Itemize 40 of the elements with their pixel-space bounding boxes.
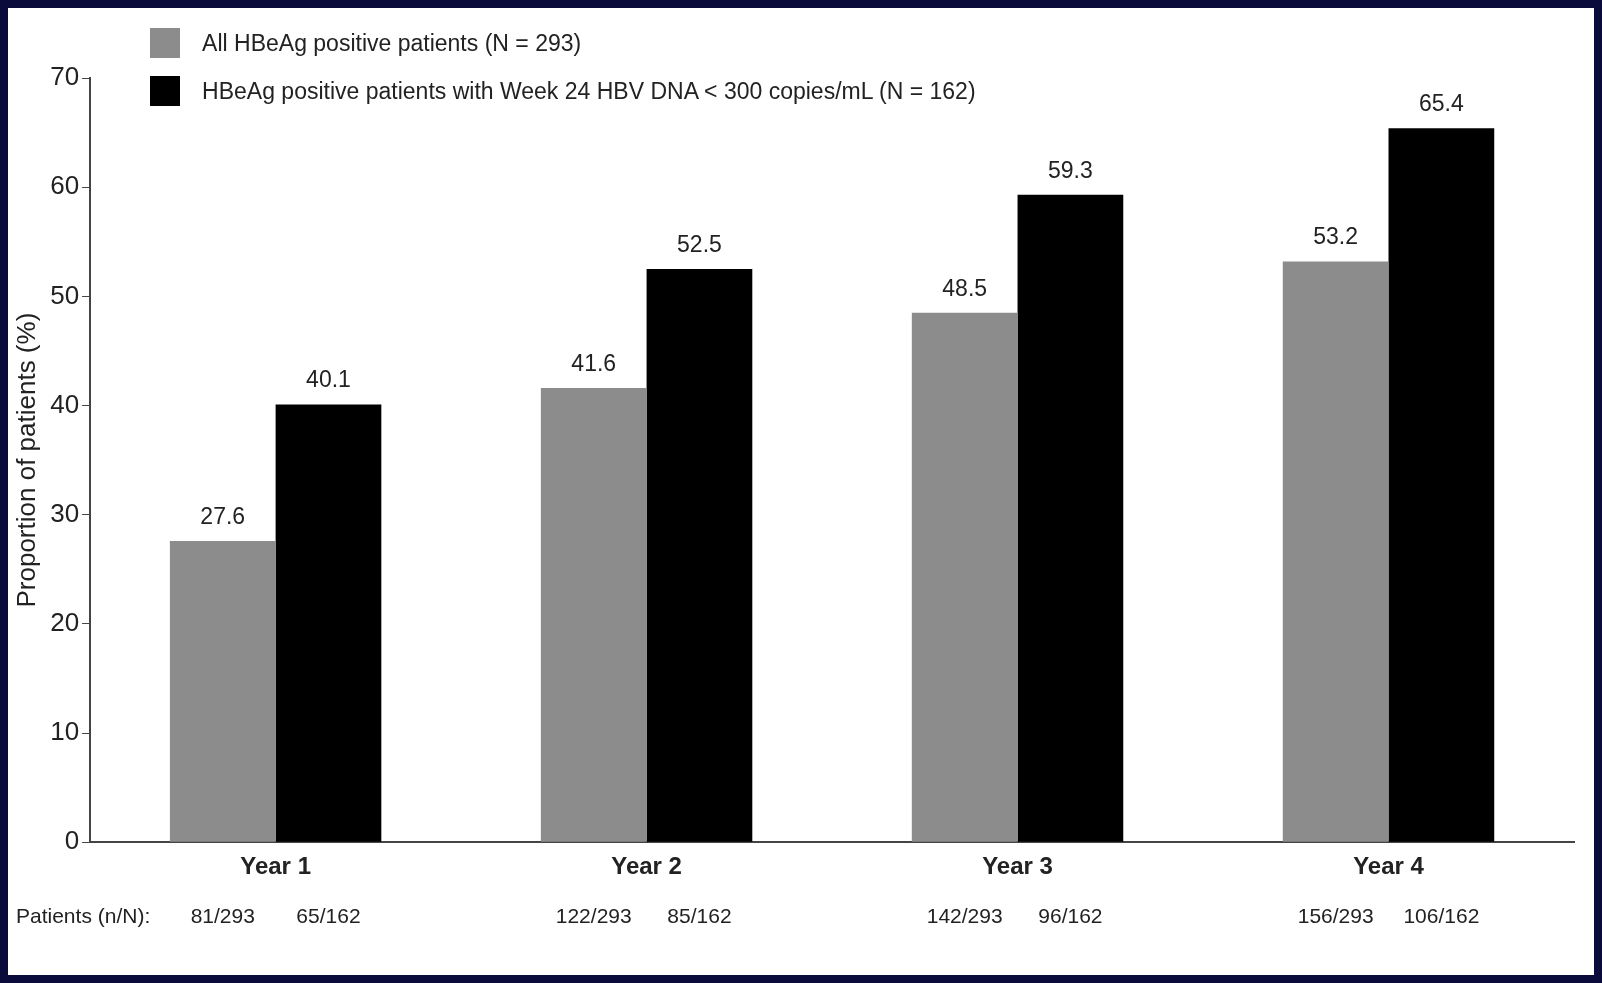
- bar: [1282, 261, 1389, 842]
- data-label: 52.5: [677, 230, 722, 257]
- data-label: 53.2: [1313, 223, 1359, 250]
- text: 85/162: [667, 904, 732, 927]
- y-tick-label: 20: [50, 607, 80, 638]
- x-tick-label: Year 3: [982, 852, 1053, 880]
- y-axis-title: Proportion of patients (%): [10, 312, 41, 608]
- x-tick-label: Year 2: [611, 852, 682, 880]
- y-tick-label: 40: [50, 388, 80, 419]
- text: 106/162: [1403, 904, 1480, 927]
- y-tick-label: 50: [50, 279, 80, 310]
- data-label: 59.3: [1048, 156, 1093, 183]
- y-tick-label: 70: [50, 61, 80, 92]
- bar: [1388, 128, 1495, 842]
- text: 122/293: [555, 904, 632, 927]
- y-tick-label: 30: [50, 497, 80, 528]
- text: 156/293: [1297, 904, 1374, 927]
- bar: [169, 540, 276, 842]
- bar: [1017, 194, 1124, 842]
- text: 142/293: [926, 904, 1003, 927]
- bar: [540, 388, 647, 842]
- bar: [911, 312, 1018, 842]
- y-tick-label: 60: [50, 170, 80, 201]
- text: 81/293: [190, 904, 255, 927]
- text: Patients (n/N):: [16, 904, 151, 927]
- y-tick-label: 0: [64, 825, 80, 856]
- legend-label: All HBeAg positive patients (N = 293): [202, 29, 582, 57]
- data-label: 40.1: [306, 366, 351, 393]
- data-label: 27.6: [200, 502, 246, 529]
- data-label: 65.4: [1419, 90, 1464, 117]
- x-tick-label: Year 4: [1353, 852, 1425, 880]
- bar: [275, 404, 382, 842]
- x-tick-label: Year 1: [240, 852, 311, 880]
- data-label: 48.5: [942, 274, 988, 301]
- text: 65/162: [296, 904, 361, 927]
- y-tick-label: 10: [50, 716, 80, 747]
- bar: [646, 269, 753, 842]
- legend-label: HBeAg positive patients with Week 24 HBV DNA < 300 copies/mL (N = 162): [202, 77, 976, 105]
- text: 96/162: [1038, 904, 1103, 927]
- data-label: 41.6: [571, 349, 617, 376]
